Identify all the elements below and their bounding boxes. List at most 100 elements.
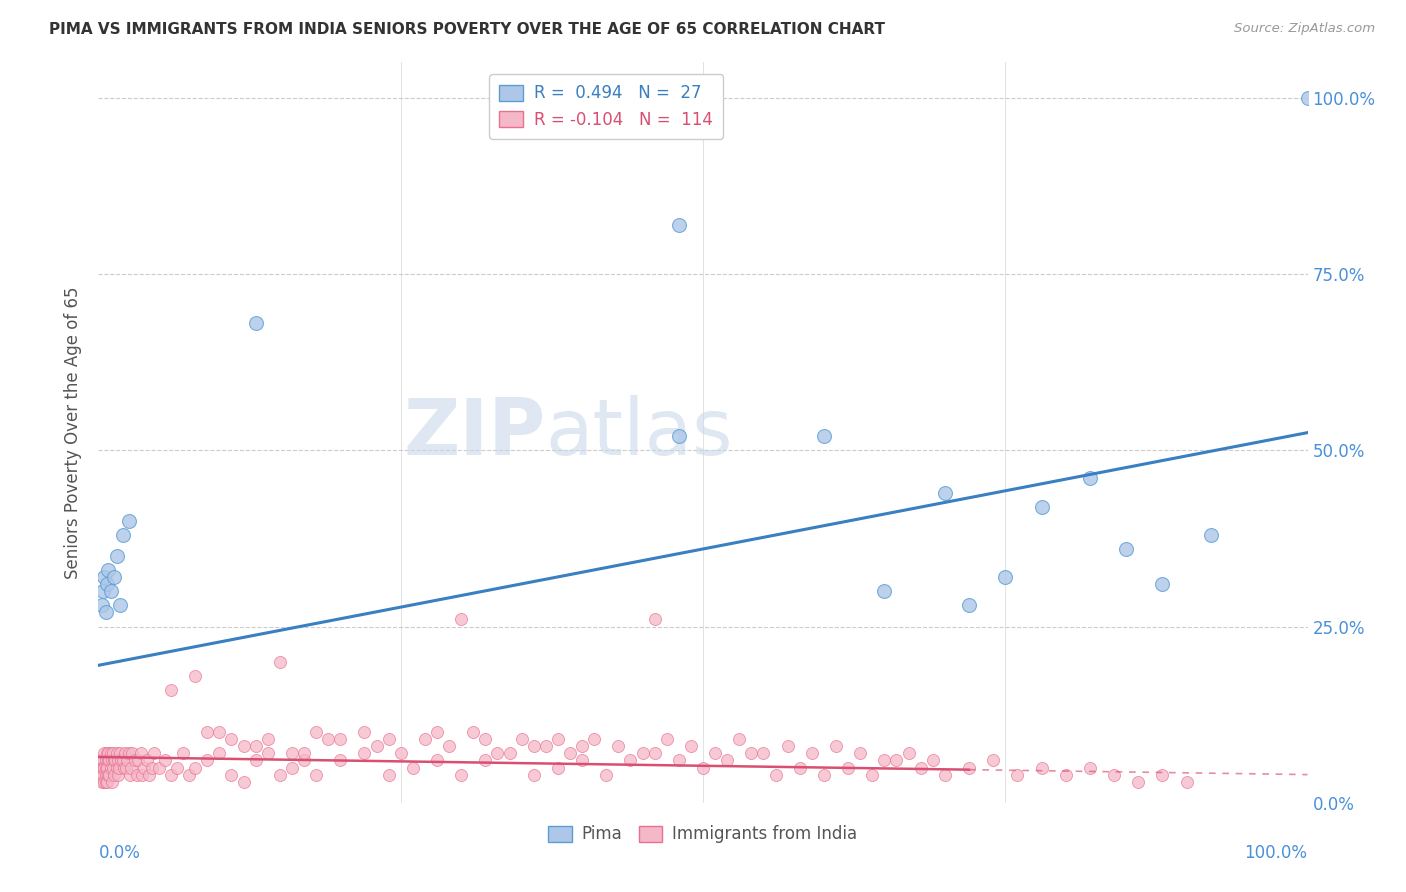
Point xyxy=(107,754,129,768)
Point xyxy=(329,732,352,747)
Point xyxy=(100,774,122,789)
Point xyxy=(1031,760,1053,774)
Point xyxy=(94,754,117,768)
Point xyxy=(281,760,304,774)
Point xyxy=(103,767,125,781)
Point xyxy=(910,760,932,774)
Point xyxy=(353,725,375,739)
Point xyxy=(486,747,509,761)
Point xyxy=(1007,767,1029,781)
Point xyxy=(740,747,762,761)
Point xyxy=(547,732,569,747)
Point xyxy=(377,767,399,781)
Point xyxy=(316,732,339,747)
Point xyxy=(108,599,131,613)
Point xyxy=(141,760,163,774)
Point xyxy=(127,767,149,781)
Point xyxy=(208,747,231,761)
Point xyxy=(474,754,496,768)
Point xyxy=(437,739,460,754)
Point xyxy=(131,767,153,781)
Text: 100.0%: 100.0% xyxy=(1244,844,1308,862)
Point xyxy=(269,655,291,669)
Legend: Pima, Immigrants from India: Pima, Immigrants from India xyxy=(541,819,865,850)
Point xyxy=(849,747,872,761)
Point xyxy=(1199,528,1222,542)
Point xyxy=(619,754,641,768)
Point xyxy=(129,747,152,761)
Point xyxy=(1031,500,1053,514)
Point xyxy=(305,725,328,739)
Point xyxy=(256,732,278,747)
Point xyxy=(138,767,160,781)
Y-axis label: Seniors Poverty Over the Age of 65: Seniors Poverty Over the Age of 65 xyxy=(65,286,83,579)
Point xyxy=(221,732,243,747)
Point xyxy=(135,754,157,768)
Point xyxy=(105,747,128,761)
Point xyxy=(389,747,412,761)
Point xyxy=(789,760,811,774)
Point xyxy=(118,747,141,761)
Point xyxy=(583,732,606,747)
Point xyxy=(184,760,207,774)
Point xyxy=(97,767,120,781)
Point xyxy=(547,760,569,774)
Point xyxy=(837,760,859,774)
Point xyxy=(921,754,943,768)
Point xyxy=(776,739,799,754)
Point xyxy=(105,760,128,774)
Point xyxy=(91,754,114,768)
Point xyxy=(1128,774,1150,789)
Point xyxy=(94,760,117,774)
Point xyxy=(402,760,425,774)
Point xyxy=(873,584,896,599)
Point xyxy=(353,747,375,761)
Point xyxy=(179,767,201,781)
Point xyxy=(91,760,114,774)
Point xyxy=(221,767,243,781)
Point xyxy=(934,485,956,500)
Point xyxy=(994,570,1017,584)
Point xyxy=(668,429,690,443)
Point xyxy=(118,767,141,781)
Point xyxy=(679,739,702,754)
Point xyxy=(98,754,121,768)
Point xyxy=(117,754,139,768)
Point xyxy=(305,767,328,781)
Point xyxy=(114,747,136,761)
Point xyxy=(558,747,581,761)
Text: 0.0%: 0.0% xyxy=(98,844,141,862)
Point xyxy=(153,754,176,768)
Point xyxy=(571,739,593,754)
Point xyxy=(426,754,449,768)
Point xyxy=(413,732,436,747)
Point xyxy=(510,732,533,747)
Point xyxy=(97,563,120,577)
Point xyxy=(281,747,304,761)
Point xyxy=(93,570,115,584)
Point xyxy=(957,760,980,774)
Point xyxy=(1296,91,1319,105)
Point xyxy=(813,429,835,443)
Point xyxy=(103,570,125,584)
Point xyxy=(96,760,118,774)
Point xyxy=(93,747,115,761)
Point xyxy=(160,683,183,698)
Point xyxy=(644,747,666,761)
Point xyxy=(94,774,117,789)
Point xyxy=(934,767,956,781)
Point xyxy=(450,767,472,781)
Point xyxy=(873,754,896,768)
Point xyxy=(644,612,666,626)
Point xyxy=(692,760,714,774)
Point xyxy=(752,747,775,761)
Point xyxy=(120,760,142,774)
Point xyxy=(96,577,118,591)
Point xyxy=(98,767,121,781)
Point xyxy=(96,774,118,789)
Point xyxy=(668,754,690,768)
Text: Source: ZipAtlas.com: Source: ZipAtlas.com xyxy=(1234,22,1375,36)
Point xyxy=(1152,577,1174,591)
Point xyxy=(101,760,124,774)
Point xyxy=(124,754,146,768)
